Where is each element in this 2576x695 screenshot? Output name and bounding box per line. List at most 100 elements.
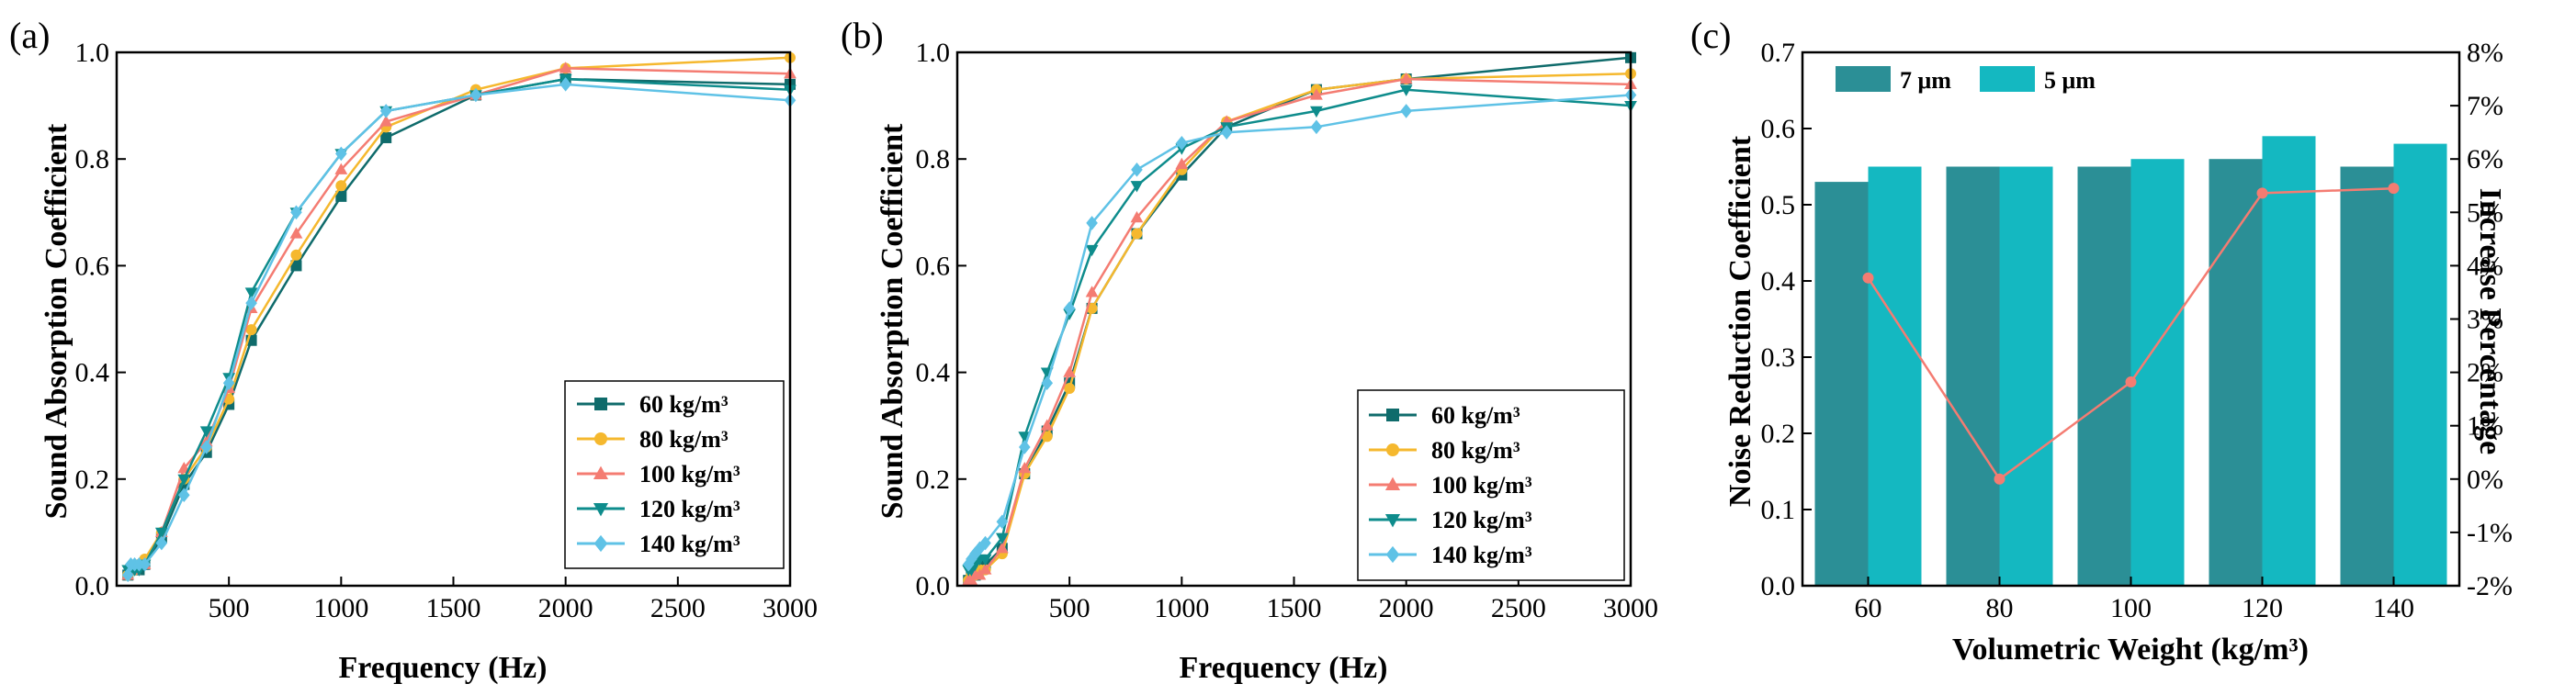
panel-b-series-100-kg-m-point	[1130, 210, 1144, 223]
panel-b-legend-label: 80 kg/m³	[1431, 437, 1520, 464]
panel-c-y2-tick-label: 4%	[2467, 251, 2503, 281]
legend-label-5um: 5 μm	[2044, 67, 2096, 94]
panel-b-label: (b)	[841, 15, 884, 56]
panel-a-legend-marker	[594, 432, 607, 445]
panel-b-legend-marker	[1384, 476, 1401, 490]
panel-a-series-140-kg-m-point	[559, 77, 571, 92]
panel-b-series-120-kg-m-point	[1130, 181, 1144, 193]
panel-c-y2-tick-label: 6%	[2467, 144, 2503, 174]
panel-c-y-tick-label: 0.2	[1761, 419, 1796, 449]
panel-b-series-120-kg-m-point	[1310, 106, 1323, 118]
panel-c-bar-7-m	[1814, 182, 1869, 586]
panel-c-y-axis-title: Noise Reduction Coefficient	[1723, 135, 1757, 507]
panel-b-series-120-kg-m-point	[978, 554, 992, 566]
legend-swatch-5um	[1980, 66, 2035, 92]
panel-a-y-tick-label: 0.0	[75, 571, 110, 601]
panel-b-series-140-kg-m-point	[979, 535, 991, 551]
panel-b-y-axis-title: Sound Absorption Coefficient	[876, 123, 910, 519]
panel-a-series-60-kg-m-point	[290, 260, 302, 272]
panel-c-bar-7-m	[2340, 166, 2394, 586]
panel-b-series-140-kg-m-point	[1400, 104, 1412, 118]
panel-a-x-tick-label: 1500	[426, 593, 481, 623]
panel-a-series-80-kg-m-point	[335, 180, 347, 192]
panel-c-plot-frame	[1801, 50, 2461, 588]
panel-c-bar-5-m	[2262, 136, 2316, 587]
panel-b-series-80-kg-m-point	[1041, 431, 1053, 443]
panel-b-series-140-kg-m-point	[1041, 376, 1054, 391]
legend-label-7um: 7 μm	[1900, 67, 1951, 94]
panel-a-y-tick-label: 1.0	[75, 38, 110, 68]
panel-a-series-100-kg-m-point	[289, 227, 303, 239]
panel-b-legend-marker	[1384, 514, 1401, 528]
panel-a-series-100-kg-m-point	[379, 115, 393, 127]
panel-a-series-60-kg-m-point	[380, 131, 392, 143]
panel-b-series-140-kg-m-point	[1063, 301, 1076, 316]
panel-c-bar-5-m	[1999, 166, 2053, 586]
panel-b-legend-marker	[1386, 409, 1399, 421]
panel-c-bar-7-m	[2077, 166, 2131, 586]
panel-b-x-tick-label: 1000	[1154, 593, 1209, 623]
panel-a-plot-frame	[115, 50, 792, 588]
panel-b-series-140-kg-m-point	[1019, 440, 1031, 454]
panel-c-bar-5-m	[2393, 143, 2447, 586]
panel-b-series-140-kg-m-point	[962, 556, 975, 572]
panel-b-series-100-kg-m-point	[1040, 419, 1054, 431]
panel-a-series-140-kg-m-point	[200, 440, 213, 454]
panel-c-increase-point	[2125, 376, 2137, 388]
panel-a-x-tick-label: 1000	[313, 593, 368, 623]
panel-b-x-tick-label: 2500	[1491, 593, 1546, 623]
panel-c-x-axis-title: Volumetric Weight (kg/m³)	[1952, 633, 2309, 667]
panel-c-x-tick-label: 140	[2373, 593, 2414, 623]
panel-a-x-tick-label: 2000	[538, 593, 593, 623]
panel-c-y2-tick-label: 1%	[2467, 411, 2503, 442]
panel-b-y-tick-label: 0.0	[916, 571, 951, 601]
panel-a-x-tick-label: 2500	[650, 593, 706, 623]
panel-b-series-100-kg-m-point	[995, 542, 1009, 554]
panel-c-y-tick-label: 0.0	[1761, 571, 1796, 601]
panel-b-series-80-kg-m-point	[1131, 228, 1143, 240]
panel-c-x-tick-label: 100	[2110, 593, 2152, 623]
panel-a-y-tick-label: 0.8	[75, 144, 110, 174]
panel-b-series-100-kg-m-point	[1399, 72, 1413, 84]
panel-b-series-140-kg-m-point	[969, 546, 981, 561]
panel-b-series-120-kg-m-point	[995, 532, 1009, 544]
panel-a-series-120-kg-m-point	[154, 527, 168, 540]
panel-c-y2-tick-label: 7%	[2467, 91, 2503, 121]
panel-b-series-100-kg-m-point	[1063, 365, 1077, 377]
panel-b-legend: 60 kg/m³ 80 kg/m³ 100 kg/m³ 120 kg/m³ 140 kg…	[1357, 389, 1625, 581]
panel-a-legend-marker	[593, 503, 609, 517]
panel-c-increase-point	[1994, 473, 2005, 485]
panel-a-series-120-kg-m-point	[177, 474, 191, 486]
panel-b-series-140-kg-m-point	[1220, 125, 1233, 140]
panel-b-series-100-kg-m-point	[1310, 88, 1323, 100]
panel-a-legend-label: 60 kg/m³	[639, 391, 729, 418]
panel-a-series-140-kg-m-point	[379, 104, 392, 118]
panel-b-series-140-kg-m-point	[1086, 216, 1098, 230]
panel-c-y-tick-label: 0.7	[1761, 38, 1796, 68]
panel-b-chart: (b) Sound Absorption Coefficient Frequen…	[841, 15, 1658, 685]
panel-b-plot-frame	[955, 50, 1633, 588]
panel-a-legend-label: 100 kg/m³	[639, 461, 740, 488]
panel-a-legend-marker	[594, 398, 607, 410]
panel-b-x-tick-label: 2000	[1379, 593, 1434, 623]
panel-b-series-100-kg-m-point	[1175, 157, 1189, 170]
panel-a-y-tick-label: 0.4	[75, 358, 110, 388]
panel-c-y2-axis-title: Increase Percentage	[2473, 188, 2507, 454]
panel-a-series-140-kg-m-point	[469, 87, 482, 103]
panel-a-series-140-kg-m-point	[290, 205, 302, 220]
panel-c-y2-tick-label: 2%	[2467, 358, 2503, 388]
panel-b-series-140-kg-m-point	[1176, 135, 1188, 151]
panel-c-chart: (c) Noise Reduction Coefficient Increase…	[1690, 15, 2513, 667]
panel-a-x-tick-label: 3000	[763, 593, 818, 623]
panel-b-legend-marker	[1385, 545, 1400, 564]
panel-a-legend-label: 80 kg/m³	[639, 426, 729, 453]
panel-c-y2-tick-label: -2%	[2467, 571, 2513, 601]
panel-b-series-120-kg-m-point	[1399, 84, 1413, 96]
panel-b-series-100-kg-m-point	[1085, 286, 1099, 297]
panel-a-y-tick-label: 0.2	[75, 465, 110, 495]
panel-c-x-tick-label: 60	[1855, 593, 1882, 623]
panel-a-series-80-kg-m-point	[290, 249, 302, 261]
panel-a-series-120-kg-m-point	[199, 426, 213, 438]
panel-a-series-100-kg-m-point	[334, 163, 348, 174]
panel-a-series-140-kg-m-point	[139, 556, 151, 572]
